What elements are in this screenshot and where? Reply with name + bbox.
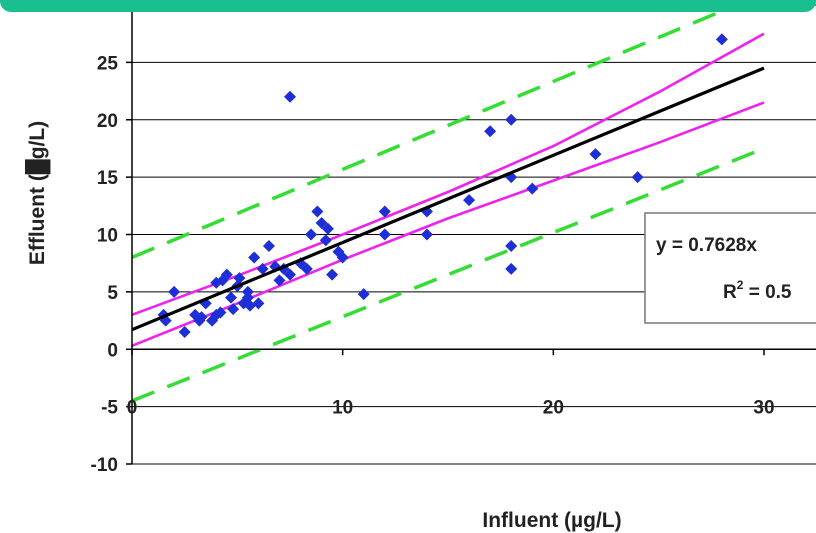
x-tick-label: 30 [753,398,774,419]
equation-box-frame [644,212,816,324]
regression-line [131,66,765,332]
data-point [168,285,181,298]
y-tick-label: 10 [97,226,118,247]
y-tick-label: 20 [97,111,118,132]
y-tick-label: 15 [97,168,119,189]
equation-box: y = 0.7628x R2 = 0.5 [644,212,816,324]
data-point [357,288,370,301]
data-point [336,251,349,264]
regression-line-group [131,66,765,332]
data-point [526,182,539,195]
data-point [273,274,286,287]
data-point [300,262,313,275]
x-tick-label: 20 [543,398,564,419]
data-point [311,205,324,218]
y-tick-label: 5 [107,283,118,304]
data-point [256,262,269,275]
data-point [631,171,644,184]
data-point [284,90,296,103]
data-point [248,251,261,264]
data-point [178,326,191,339]
r-squared-symbol: R [723,282,737,303]
y-tick-label: -5 [101,398,118,419]
data-point [326,268,339,281]
data-point [262,239,275,252]
y-tick-label: 25 [97,53,119,74]
x-tick-label: 10 [332,398,353,419]
data-point [305,228,318,241]
equation-line: y = 0.7628x [656,235,757,256]
data-point [210,308,223,321]
r-squared-line: R2 = 0.5 [723,278,792,303]
data-point [420,228,433,241]
prediction-upper-line [131,0,753,260]
tick-labels: -10-50510152025300102030 [91,0,775,476]
data-points [157,33,728,339]
data-point [505,113,518,126]
data-point [227,303,240,316]
data-point [378,228,391,241]
data-point [463,194,476,207]
data-point [243,299,256,312]
data-point [589,148,602,161]
data-point [378,205,391,218]
data-point [225,291,238,304]
y-tick-label: 0 [107,340,118,361]
data-point [321,222,334,235]
data-point [195,311,208,324]
data-point [319,234,332,247]
data-point [233,272,246,285]
data-point [484,125,497,138]
data-point [220,268,233,281]
prediction-band [131,0,765,403]
axes [126,0,816,465]
data-point [315,217,328,230]
top-banner [0,0,816,12]
y-axis-title: Effluent (█g/L) [24,121,51,265]
x-axis-title: Influent (µg/L) [482,509,621,532]
r-squared-exponent: 2 [737,278,744,292]
x-tick-label: 0 [127,398,138,419]
data-point [715,33,728,46]
data-point [252,297,265,310]
data-point [241,285,254,298]
r-squared-value: = 0.5 [743,282,791,303]
data-point [505,262,518,275]
data-point [284,268,296,281]
data-point [505,239,518,252]
y-tick-label: -10 [91,455,118,476]
confidence-lower-line [131,101,765,348]
